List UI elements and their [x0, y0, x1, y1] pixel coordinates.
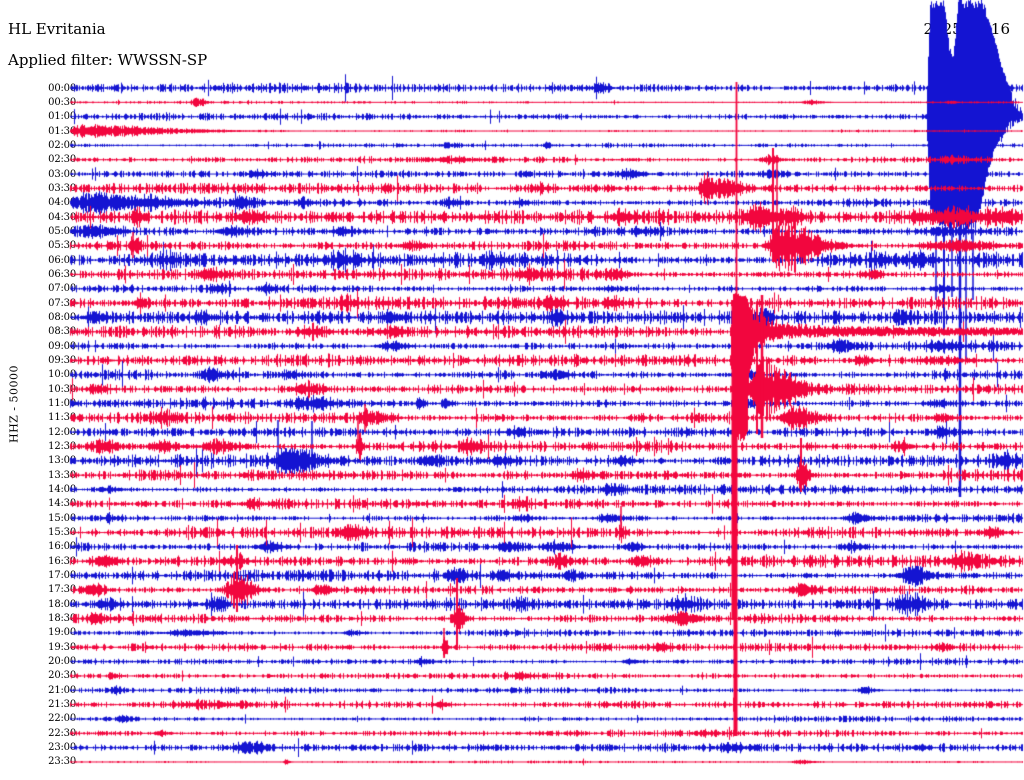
helicorder-screen: HL Evritania Applied filter: WWSSN-SP 20… [0, 0, 1024, 780]
helicorder-canvas [0, 0, 1024, 780]
